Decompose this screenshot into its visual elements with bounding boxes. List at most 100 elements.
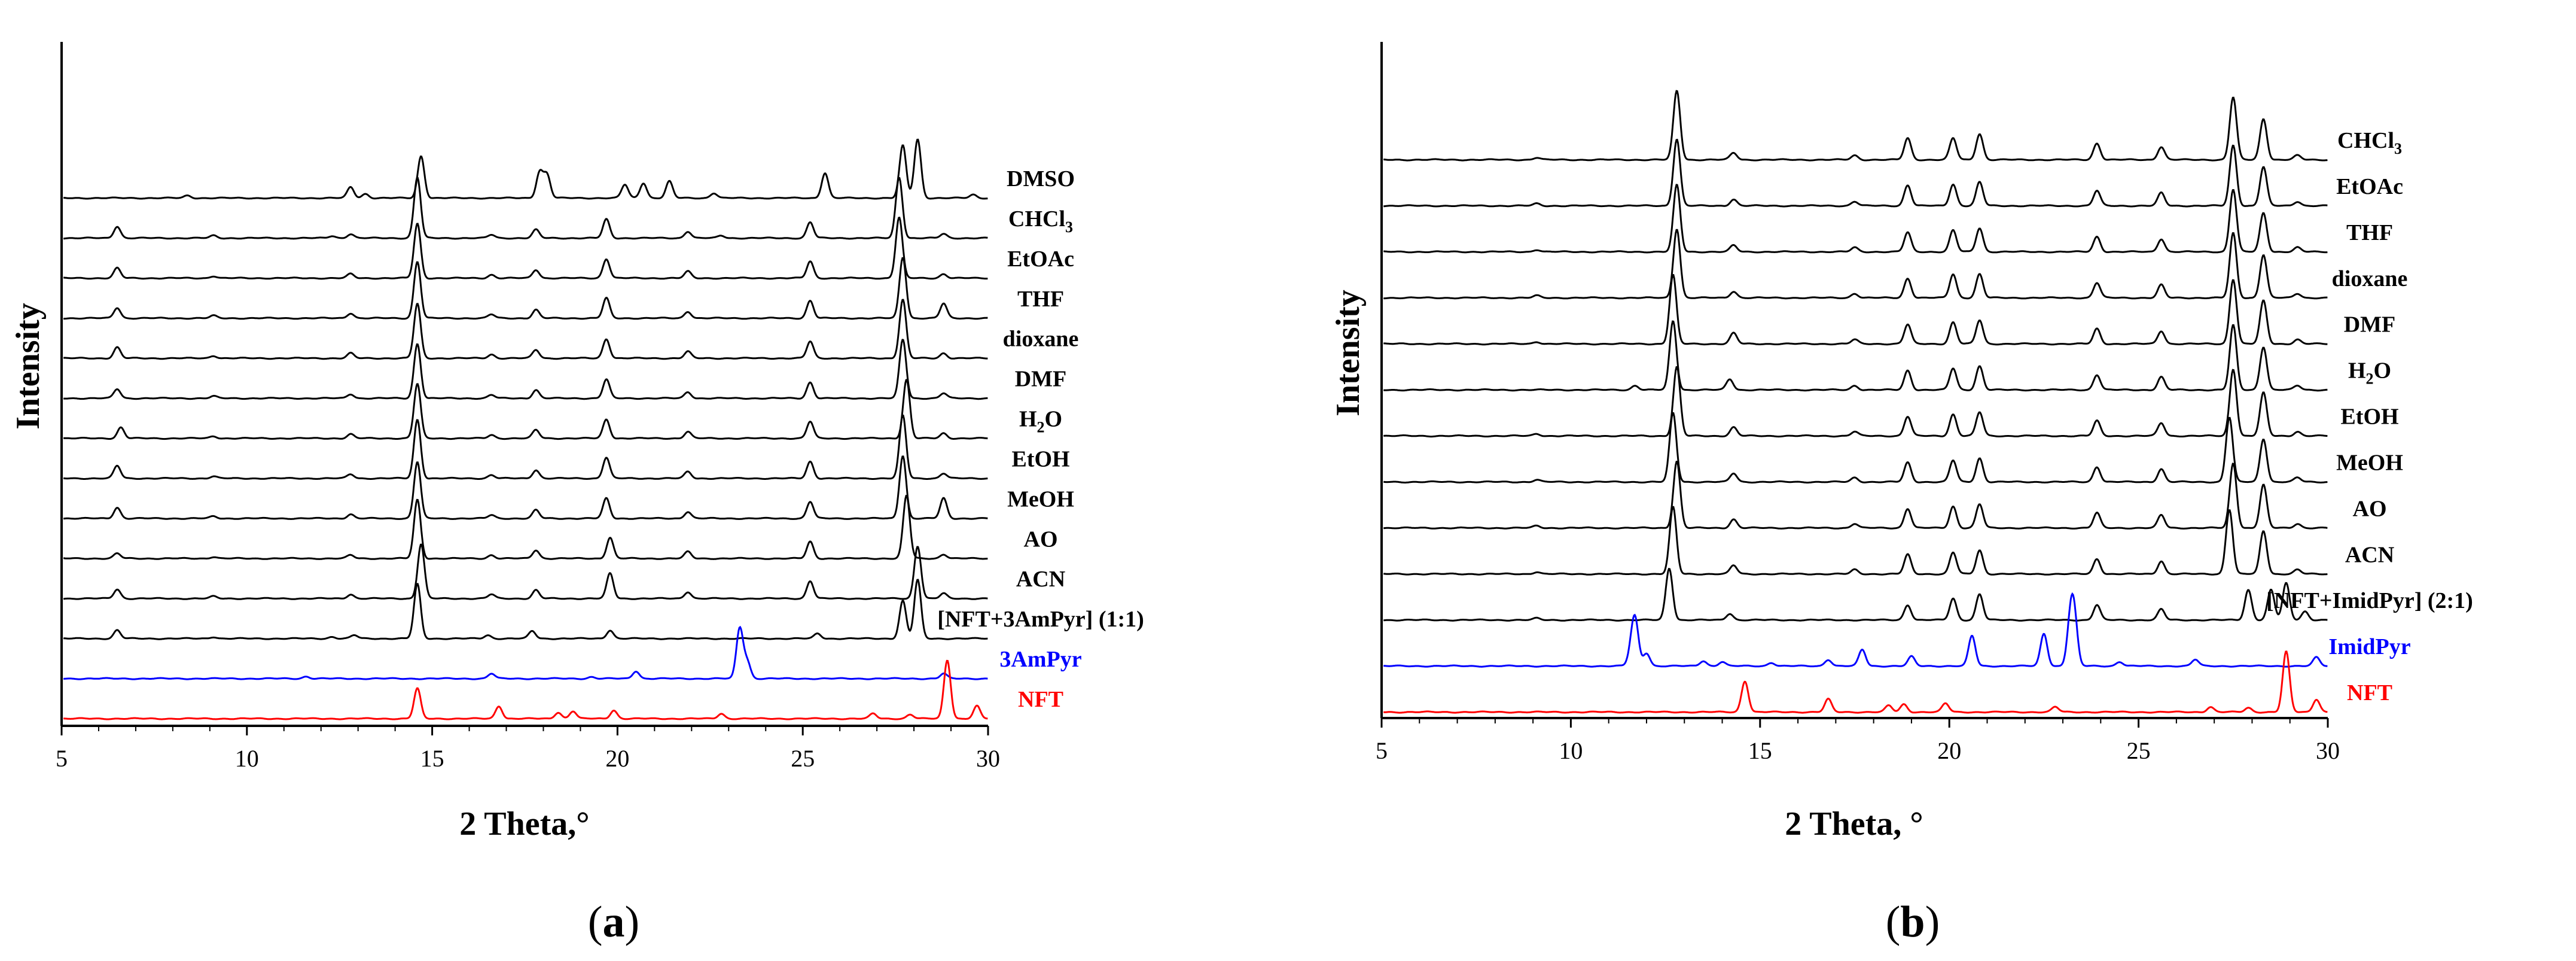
trace-label-suffix: O — [2374, 358, 2392, 384]
trace-DMF — [1383, 273, 2328, 346]
y-axis-label: Intensity — [10, 303, 47, 430]
trace-label-text: [NFT+ImidPyr] (2:1) — [2266, 588, 2473, 613]
trace-label: 3AmPyr — [999, 647, 1081, 672]
traces — [1383, 90, 2328, 714]
trace-label: ACN — [1016, 567, 1065, 592]
x-ticks: 5 10 15 20 25 30 — [1376, 718, 2340, 764]
x-tick-label: 5 — [1376, 737, 1388, 764]
trace-label: ImidPyr — [2328, 634, 2410, 659]
trace-label-text: EtOAc — [1007, 247, 1074, 272]
trace-ACN — [1383, 506, 2328, 576]
trace-label-text: ACN — [1016, 567, 1065, 592]
trace-label: MeOH — [2336, 450, 2403, 475]
trace-labels: DMSO CHCl3 EtOAc THF dioxane DMF H2O EtOH MeOH AO… — [937, 166, 1144, 712]
trace-label-text: H — [1019, 407, 1037, 432]
trace-DMF — [63, 339, 988, 400]
panel-a: 5 10 15 20 25 30 DMSO CHCl3 EtOAc THF dioxane DMF H… — [10, 42, 1144, 947]
trace-label-text: NFT — [1018, 687, 1063, 712]
panel-caption: (b) — [1886, 898, 1940, 947]
trace-CHCl3 — [63, 177, 988, 240]
trace-NFT — [1383, 650, 2328, 714]
panel-b: 5 10 15 20 25 30 CHCl3 EtOAc THF dioxane DMF H2O Et… — [1330, 42, 2473, 947]
x-tick-label: 30 — [2316, 737, 2340, 764]
trace-label: THF — [1017, 287, 1064, 312]
trace-label-text: AO — [2353, 496, 2387, 521]
trace-label-text: CHCl — [2337, 128, 2394, 153]
trace-label-text: DMF — [2344, 312, 2396, 337]
trace-dioxane — [1383, 229, 2328, 300]
x-tick-label: 20 — [1937, 737, 1961, 764]
trace-THF — [63, 257, 988, 320]
trace-label-text: dioxane — [2332, 266, 2408, 291]
trace-label-text: AO — [1024, 527, 1058, 552]
trace-[NFT+3AmPyr] (1:1) — [63, 579, 988, 640]
trace-label-subscript: 2 — [2366, 370, 2374, 388]
trace-label-text: EtOH — [1011, 446, 1069, 472]
traces — [63, 138, 988, 720]
trace-3AmPyr — [63, 625, 988, 680]
trace-label-text: THF — [1017, 287, 1064, 312]
trace-label: dioxane — [1003, 327, 1079, 352]
trace-label: H2O — [2348, 358, 2391, 388]
x-tick-label: 10 — [1559, 737, 1583, 764]
trace-label-text: MeOH — [1007, 486, 1074, 512]
trace-label: CHCl3 — [1008, 206, 1073, 236]
trace-label-text: NFT — [2347, 680, 2392, 705]
x-axis-label: 2 Theta, ° — [1785, 805, 1923, 843]
trace-label: ACN — [2345, 542, 2394, 567]
trace-label-subscript: 3 — [1065, 218, 1073, 236]
trace-H2O — [1383, 320, 2328, 392]
trace-label-suffix: O — [1045, 407, 1063, 432]
trace-EtOH — [1383, 366, 2328, 438]
x-tick-label: 15 — [420, 745, 444, 772]
trace-label: EtOAc — [2336, 174, 2403, 199]
trace-label: THF — [2346, 220, 2393, 245]
y-axis-label: Intensity — [1330, 290, 1367, 416]
trace-H2O — [63, 379, 988, 440]
trace-label: dioxane — [2332, 266, 2408, 291]
trace-EtOH — [63, 414, 988, 480]
trace-EtOAc — [1383, 138, 2328, 208]
trace-label-text: [NFT+3AmPyr] (1:1) — [937, 607, 1144, 632]
trace-label: AO — [1024, 527, 1058, 552]
trace-label: AO — [2353, 496, 2387, 521]
x-tick-label: 5 — [56, 745, 68, 772]
trace-NFT — [63, 659, 988, 720]
x-tick-label: 10 — [235, 745, 259, 772]
trace-label-text: ACN — [2345, 542, 2394, 567]
trace-label-text: EtOH — [2340, 405, 2398, 430]
trace-label-text: EtOAc — [2336, 174, 2403, 199]
trace-AO — [63, 494, 988, 560]
trace-label-text: ImidPyr — [2328, 634, 2410, 659]
trace-label: MeOH — [1007, 486, 1074, 512]
x-ticks: 5 10 15 20 25 30 — [56, 726, 1000, 772]
trace-label-subscript: 3 — [2394, 140, 2402, 157]
trace-EtOAc — [63, 217, 988, 280]
x-tick-label: 15 — [1748, 737, 1772, 764]
x-tick-label: 25 — [2127, 737, 2151, 764]
trace-label-text: DMF — [1015, 367, 1067, 392]
panel-caption-letter: b — [1900, 898, 1925, 947]
trace-label-text: dioxane — [1003, 327, 1079, 352]
trace-MeOH — [1383, 412, 2328, 483]
trace-ImidPyr — [1383, 592, 2328, 668]
trace-label: DMF — [1015, 367, 1067, 392]
trace-label: DMF — [2344, 312, 2396, 337]
trace-label: H2O — [1019, 407, 1062, 436]
trace-label: [NFT+ImidPyr] (2:1) — [2266, 588, 2473, 613]
trace-ACN — [63, 543, 988, 600]
trace-label-text: THF — [2346, 220, 2393, 245]
trace-label: NFT — [2347, 680, 2392, 705]
trace-label-text: CHCl — [1008, 206, 1065, 232]
trace-label-text: DMSO — [1007, 166, 1075, 191]
trace-label-subscript: 2 — [1037, 419, 1045, 436]
trace-AO — [1383, 460, 2328, 530]
trace-label: EtOH — [1011, 446, 1069, 472]
trace-label-text: 3AmPyr — [999, 647, 1081, 672]
trace-label: EtOAc — [1007, 247, 1074, 272]
x-tick-label: 25 — [791, 745, 815, 772]
x-tick-label: 30 — [976, 745, 1000, 772]
x-axis-label: 2 Theta,° — [459, 805, 589, 843]
trace-CHCl3 — [1383, 90, 2328, 162]
